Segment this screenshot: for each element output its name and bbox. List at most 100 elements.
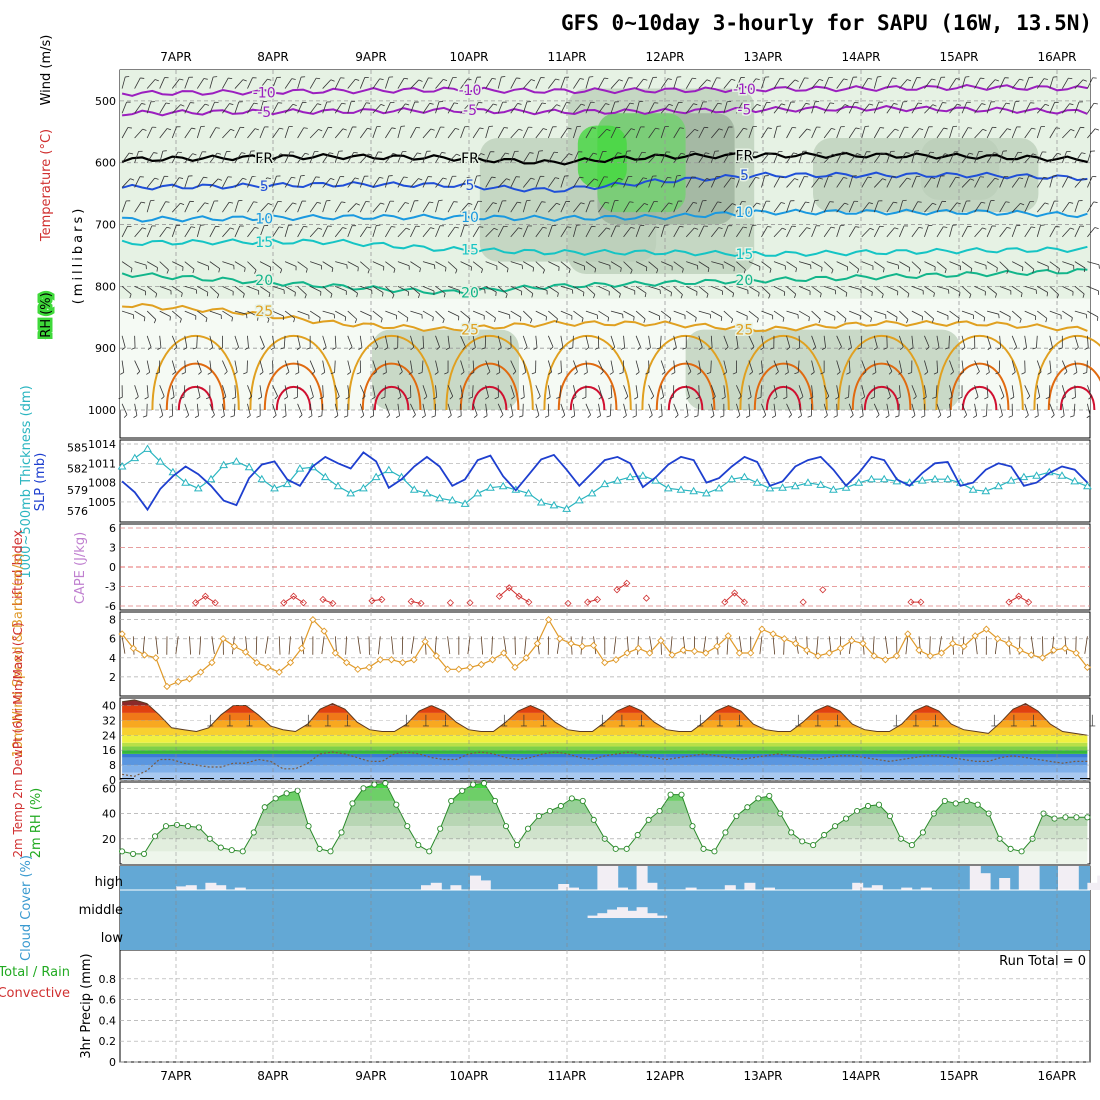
wind-barb (873, 127, 881, 139)
wind-barb (660, 177, 668, 188)
wind-barb-flag (805, 102, 810, 105)
wind-barb (686, 261, 698, 266)
wind-barb (1087, 227, 1096, 238)
wind-barb (435, 101, 440, 114)
wind-barb (334, 77, 341, 89)
wind-barb (510, 360, 517, 372)
date-label-top: 14APR (841, 50, 880, 64)
wind-barb (522, 126, 529, 139)
wind-barb-flag (870, 396, 875, 400)
wind-barb (999, 403, 1003, 416)
wind-barb-flag (517, 201, 522, 204)
chart-title: GFS 0~10day 3-hourly for SAPU (16W, 13.5… (561, 11, 1092, 35)
wind-barb-flag (669, 318, 672, 323)
wind-barb-flag (280, 347, 285, 350)
wind-barb (560, 226, 568, 238)
wind-barb (196, 151, 203, 163)
cloud-bar-high (685, 887, 697, 890)
wind-barb (460, 151, 467, 163)
wind-barb (460, 202, 469, 213)
wind-barb (786, 310, 799, 315)
wind-barb (309, 360, 316, 372)
wind-barb-flag (1019, 78, 1024, 81)
wind-barb (1036, 385, 1041, 398)
wind-barb (297, 200, 303, 213)
wind-barb-flag (913, 396, 917, 400)
wind-barb (823, 128, 832, 139)
wind-barb-flag (622, 415, 627, 419)
wind-barb (385, 310, 397, 316)
wind-barb (873, 101, 880, 114)
wind-barb (786, 225, 793, 238)
wind-barb (247, 310, 259, 318)
wind-barb (974, 385, 979, 397)
wind-barb-flag (366, 226, 371, 229)
wind-barb-flag (241, 152, 246, 154)
wind-barb-flag (517, 103, 522, 105)
wind-barb (836, 126, 842, 139)
wind-barb-flag (937, 414, 942, 419)
wind-barb-flag (418, 79, 423, 82)
wind-barb (861, 286, 873, 293)
lifted-index-point (466, 599, 474, 607)
wind-barb (284, 126, 290, 139)
rh2m-point (470, 781, 477, 788)
wind-barb (974, 310, 985, 318)
wind-barb-flag (656, 347, 661, 350)
wind-barb-flag (747, 396, 752, 400)
wind-barb (911, 385, 917, 397)
wind10-point (1016, 646, 1024, 654)
wind-barb (873, 152, 882, 163)
wind-barb (585, 127, 593, 139)
wind-barb (798, 176, 805, 188)
thickness-point (600, 479, 610, 488)
wind-barb-flag (1000, 396, 1005, 400)
wind-barb (974, 286, 986, 292)
rh2m-point (689, 823, 696, 830)
wind-barb-flag (204, 103, 209, 106)
wind-barb-flag (179, 318, 182, 323)
cloud-bar-high (901, 887, 913, 890)
wind-barb (497, 403, 504, 415)
wind-barb (1062, 129, 1071, 139)
isotherm-label: 5 (466, 178, 475, 194)
wind-barb (911, 261, 921, 271)
wind-barb (272, 335, 275, 348)
wind-barb-flag (635, 371, 640, 375)
wind-barb-flag (522, 371, 526, 375)
wind-barb (384, 335, 389, 348)
wind-barb (146, 335, 152, 348)
isotherm-label: 25 (461, 323, 479, 339)
wind-barb (209, 178, 219, 188)
wind-barb-flag (295, 372, 300, 375)
lifted-index-point (407, 597, 415, 606)
wind-barb (659, 335, 662, 348)
wind-barb (935, 385, 938, 398)
wind-barb (798, 201, 806, 213)
y-tick-label: 582 (67, 463, 88, 476)
date-label-top: 12APR (645, 50, 684, 64)
isotherm-label: -10 (733, 82, 756, 98)
wind-barb-flag (233, 371, 238, 375)
wind-barb (1061, 385, 1067, 397)
wind-barb-flag (734, 347, 739, 351)
wind-barb (272, 77, 278, 89)
wind-barb-flag (931, 318, 934, 323)
warm-contour (557, 362, 618, 411)
wind-barb (535, 310, 547, 317)
wind-barb (949, 261, 961, 267)
wind-barb-flag (1025, 414, 1029, 419)
rh2m-point (316, 845, 323, 852)
wind-barb-flag (907, 372, 912, 375)
wind-barb-flag (354, 177, 359, 180)
rh2m-point (667, 791, 674, 798)
wind-barb-flag (285, 371, 290, 375)
wind-barb (573, 403, 576, 416)
wind-barb (886, 103, 895, 114)
wind-barb (986, 225, 993, 238)
warm-contour (459, 362, 520, 411)
wind-barb (635, 335, 641, 348)
wind-barb (460, 78, 468, 89)
temp-band (122, 772, 1088, 780)
wind-barb (196, 78, 205, 89)
